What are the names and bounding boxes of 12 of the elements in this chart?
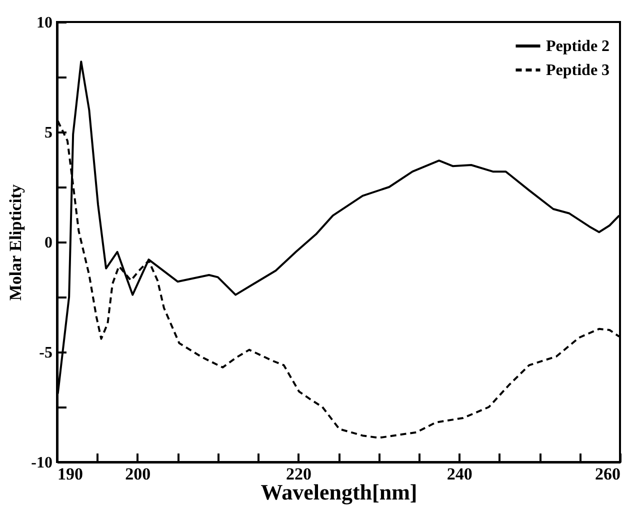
legend-label: Peptide 2 [546,38,610,55]
y-tick-label: 10 [36,14,52,32]
y-tick-label: -5 [39,344,52,362]
x-tick-label: 260 [595,464,620,484]
y-tick-label: 5 [44,124,52,142]
x-tick-label: 240 [446,464,472,484]
y-tick-label: 0 [44,234,52,252]
x-tick-label: 200 [125,464,151,484]
y-tick-label: -10 [31,454,52,472]
legend-label: Peptide 3 [546,62,610,79]
x-tick-label: 190 [58,464,83,484]
y-axis-title: Molar Elipticity [6,184,26,301]
